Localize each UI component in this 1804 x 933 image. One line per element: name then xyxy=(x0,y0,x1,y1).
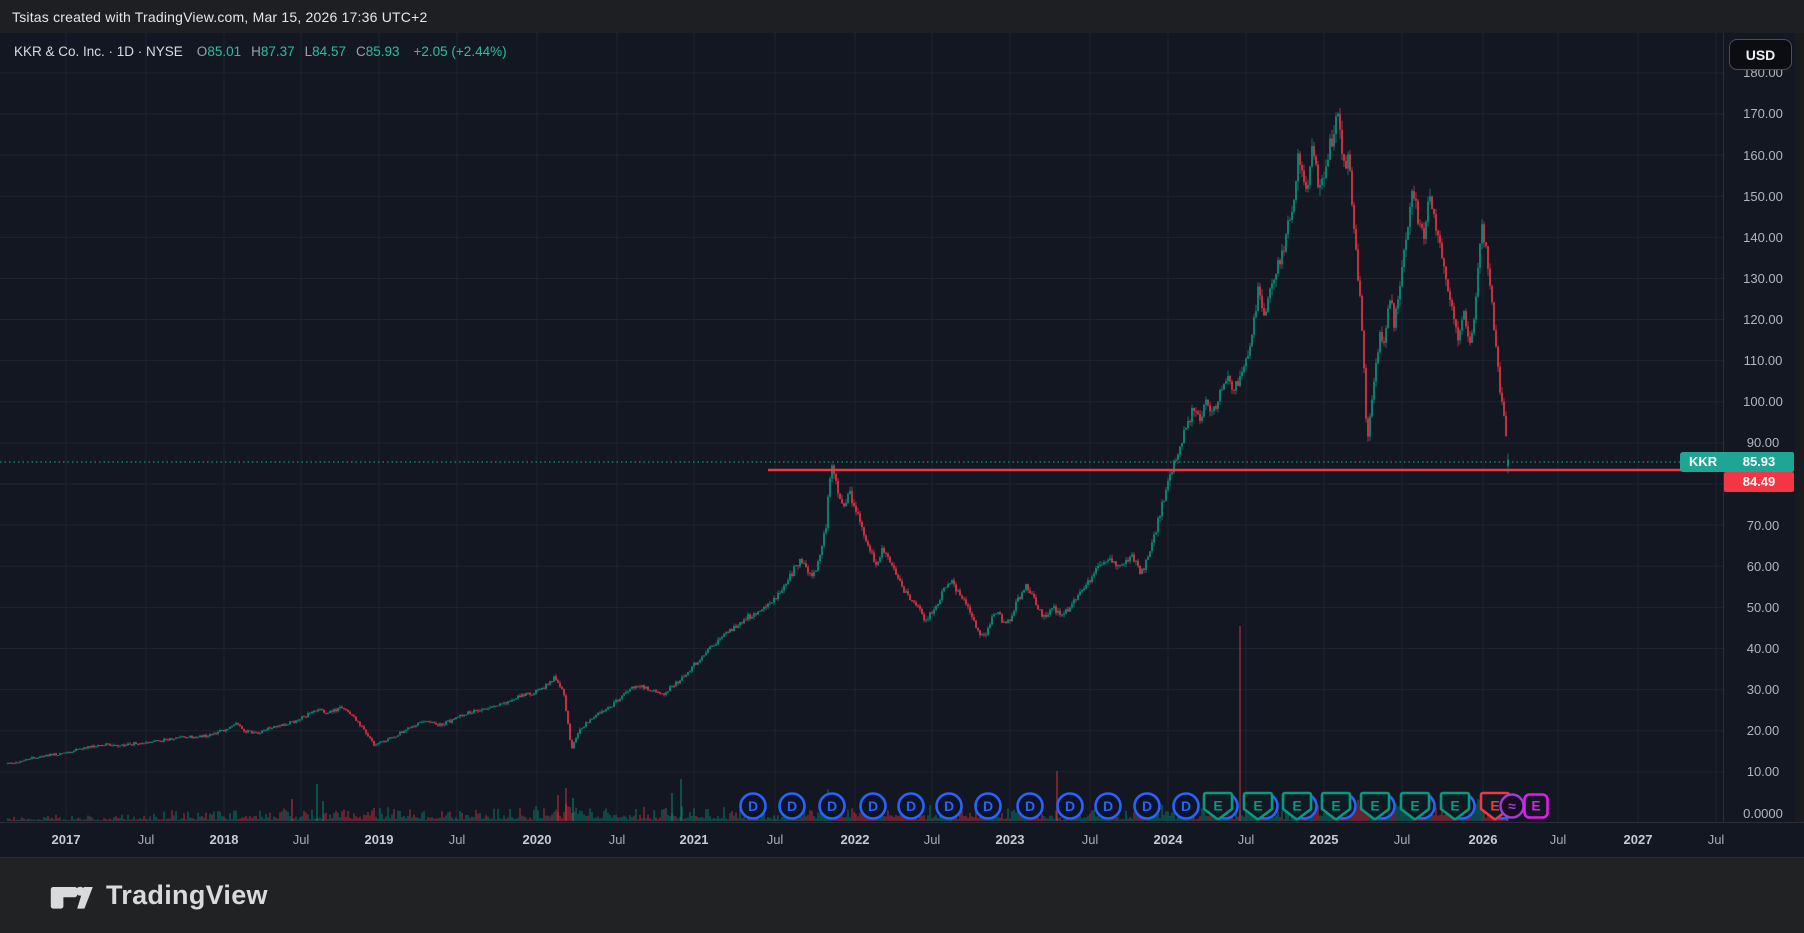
time-tick-month: Jul xyxy=(923,832,941,847)
price-tick-label: 50.00 xyxy=(1746,599,1780,615)
price-tick-label: 170.00 xyxy=(1743,106,1783,122)
price-tick-label: 100.00 xyxy=(1743,394,1783,410)
svg-text:D: D xyxy=(944,798,954,814)
daily-change: +2.05 (+2.44%) xyxy=(413,44,507,59)
time-tick-year: 2022 xyxy=(840,832,870,847)
time-tick-month: Jul xyxy=(448,832,466,847)
time-tick-month: Jul xyxy=(292,832,310,847)
time-tick-month: Jul xyxy=(608,832,626,847)
time-tick-month: Jul xyxy=(766,832,784,847)
svg-text:E: E xyxy=(1531,798,1540,814)
time-tick-year: 2017 xyxy=(51,832,81,847)
svg-text:D: D xyxy=(868,798,878,814)
price-tick-label: 120.00 xyxy=(1743,312,1783,328)
time-axis[interactable]: 2017 Jul 2018 Jul 2019 Jul 2020 Jul 2021 Jul 2022 J… xyxy=(0,822,1804,858)
price-tick-label: 110.00 xyxy=(1743,353,1783,369)
price-tick-label: 90.00 xyxy=(1746,435,1780,451)
time-tick-month: Jul xyxy=(1707,832,1725,847)
time-tick-year: 2021 xyxy=(679,832,709,847)
time-tick-year: 2026 xyxy=(1468,832,1498,847)
ohlc-close: C85.93 xyxy=(355,44,400,59)
ohlc-open: O85.01 xyxy=(196,44,242,59)
currency-toggle-button[interactable]: USD xyxy=(1729,39,1792,70)
time-tick-year: 2023 xyxy=(995,832,1025,847)
chart-legend: KKR & Co. Inc. · 1D · NYSE O85.01 H87.37… xyxy=(14,44,507,59)
price-line-symbol-tag: KKR xyxy=(1680,452,1727,472)
svg-text:E: E xyxy=(1213,798,1222,814)
price-tick-label: 60.00 xyxy=(1746,558,1780,574)
attribution-text: Tsitas created with TradingView.com, Mar… xyxy=(12,8,428,25)
svg-text:D: D xyxy=(1181,798,1191,814)
svg-text:E: E xyxy=(1410,798,1419,814)
price-tick-label: 30.00 xyxy=(1746,682,1780,698)
time-tick-year: 2025 xyxy=(1309,832,1339,847)
svg-text:D: D xyxy=(1103,798,1113,814)
footer-bar: TradingView xyxy=(0,858,1804,933)
ohlc-low: L84.57 xyxy=(304,44,346,59)
svg-text:D: D xyxy=(787,798,797,814)
price-tick-label: 130.00 xyxy=(1743,270,1783,286)
price-tick-label: 150.00 xyxy=(1743,188,1783,204)
price-tick-label: 20.00 xyxy=(1746,723,1780,739)
price-tick-label: 160.00 xyxy=(1743,147,1783,163)
svg-text:≈: ≈ xyxy=(1508,798,1516,814)
time-tick-month: Jul xyxy=(1393,832,1411,847)
time-tick-year: 2020 xyxy=(522,832,552,847)
time-tick-month: Jul xyxy=(1549,832,1567,847)
price-chart-plot-area[interactable]: D D D D D D D D D D D D E E E E E E E E ≈ E xyxy=(0,33,1723,822)
svg-text:E: E xyxy=(1331,798,1340,814)
time-tick-year: 2019 xyxy=(364,832,394,847)
time-tick-month: Jul xyxy=(1237,832,1255,847)
time-tick-month: Jul xyxy=(137,832,155,847)
last-price-label: 85.93 xyxy=(1724,452,1794,472)
svg-text:E: E xyxy=(1370,798,1379,814)
time-tick-month: Jul xyxy=(1081,832,1099,847)
event-markers-row: D D D D D D D D D D D D E E E E E E E E ≈ E xyxy=(739,791,1549,821)
svg-text:D: D xyxy=(1025,798,1035,814)
time-tick-year: 2018 xyxy=(209,832,239,847)
price-tick-label: 40.00 xyxy=(1746,641,1780,657)
svg-text:E: E xyxy=(1292,798,1301,814)
svg-text:D: D xyxy=(906,798,916,814)
svg-text:D: D xyxy=(983,798,993,814)
svg-text:E: E xyxy=(1450,798,1459,814)
price-tick-label: 0.0000 xyxy=(1743,805,1783,821)
horizontal-line-price-label[interactable]: 84.49 xyxy=(1724,472,1794,492)
svg-text:D: D xyxy=(1142,798,1152,814)
ohlc-high: H87.37 xyxy=(251,44,295,59)
time-tick-year: 2027 xyxy=(1623,832,1653,847)
svg-text:E: E xyxy=(1490,798,1499,814)
price-tick-label: 70.00 xyxy=(1746,517,1780,533)
price-axis-border xyxy=(1723,33,1724,858)
tradingview-logo-text: TradingView xyxy=(106,880,268,910)
time-tick-year: 2024 xyxy=(1153,832,1183,847)
attribution-bar: Tsitas created with TradingView.com, Mar… xyxy=(0,0,1804,33)
symbol-title[interactable]: KKR & Co. Inc. · 1D · NYSE xyxy=(14,44,183,59)
right-margin xyxy=(1795,33,1804,858)
tradingview-logo-icon xyxy=(50,886,93,909)
svg-text:E: E xyxy=(1253,798,1262,814)
price-tick-label: 140.00 xyxy=(1743,229,1783,245)
svg-text:D: D xyxy=(827,798,837,814)
price-axis[interactable]: 180.00 170.00 160.00 150.00 140.00 130.00 120.… xyxy=(1724,33,1804,822)
svg-text:D: D xyxy=(748,798,758,814)
price-tick-label: 10.00 xyxy=(1746,764,1780,780)
svg-text:D: D xyxy=(1065,798,1075,814)
